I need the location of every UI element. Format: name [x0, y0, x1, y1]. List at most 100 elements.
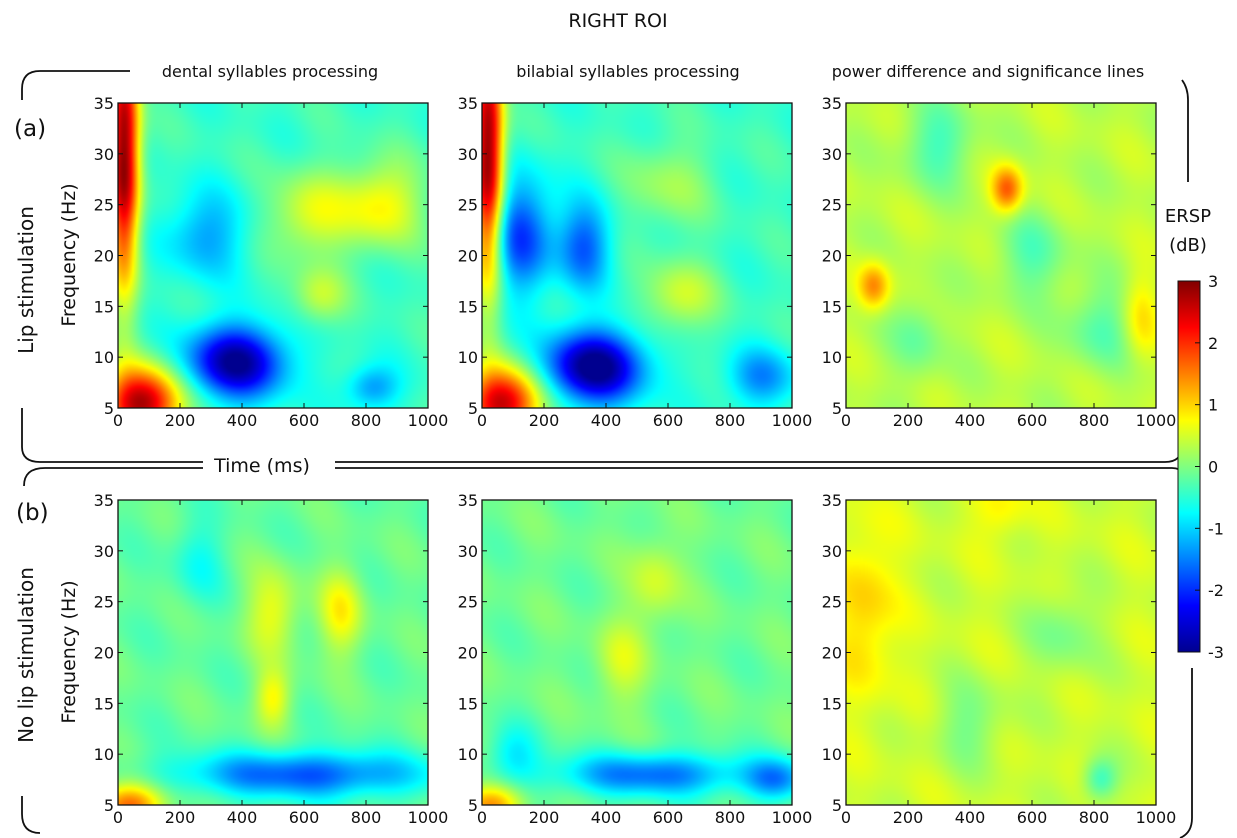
- x-tick-label: 800: [1079, 411, 1110, 430]
- x-tick-label: 600: [653, 808, 684, 827]
- column-title-difference: power difference and significance lines: [832, 62, 1144, 81]
- colorbar-ticks: 3 2 1 0 -1 -2 -3: [1195, 272, 1224, 662]
- y-tick-label: 15: [822, 297, 842, 316]
- y-tick-label: 20: [458, 644, 478, 663]
- colorbar-tick-label: 2: [1208, 334, 1218, 353]
- y-tick-label: 25: [822, 593, 842, 612]
- x-tick-label: 1000: [408, 411, 449, 430]
- x-tick-label: 0: [113, 411, 123, 430]
- colorbar-tick-label: 3: [1208, 272, 1218, 291]
- x-tick-label: 0: [113, 808, 123, 827]
- heatmap-panel-a-bilabial: 0 200 400 600 800 1000 5 10 15 20 25 30 35: [458, 94, 813, 430]
- heatmap-panel-b-difference: 0 200 400 600 800 1000 5 10 15 20 25 30 35: [822, 491, 1177, 827]
- y-tick-label: 35: [458, 94, 478, 113]
- colorbar-tick-label: 1: [1208, 396, 1218, 415]
- x-tick-label: 200: [893, 411, 924, 430]
- x-tick-label: 400: [591, 808, 622, 827]
- x-tick-label: 0: [841, 411, 851, 430]
- y-tick-label: 5: [832, 399, 842, 418]
- x-tick-label: 400: [227, 808, 258, 827]
- heatmap-image: [846, 103, 1156, 408]
- x-tick-label: 200: [893, 808, 924, 827]
- x-tick-label: 200: [529, 411, 560, 430]
- heatmap-image: [118, 500, 428, 805]
- x-tick-label: 800: [351, 808, 382, 827]
- x-tick-label: 800: [1079, 808, 1110, 827]
- y-tick-label: 30: [822, 145, 842, 164]
- y-tick-label: 25: [94, 593, 114, 612]
- x-tick-label: 600: [289, 808, 320, 827]
- heatmap-panel-b-dental: 0 200 400 600 800 1000 5 10 15 20 25 30 35: [94, 491, 449, 827]
- row-a-bracket-top: [21, 70, 130, 100]
- column-title-bilabial: bilabial syllables processing: [516, 62, 739, 81]
- y-tick-label: 10: [94, 348, 114, 367]
- y-tick-label: 5: [104, 796, 114, 815]
- y-tick-label: 30: [822, 542, 842, 561]
- heatmap-image: [482, 500, 792, 805]
- row-tag-a: (a): [14, 116, 46, 142]
- y-tick-label: 30: [458, 145, 478, 164]
- x-tick-label: 1000: [772, 411, 813, 430]
- y-tick-label: 20: [458, 247, 478, 266]
- y-tick-label: 10: [94, 745, 114, 764]
- x-tick-label: 400: [955, 808, 986, 827]
- x-tick-label: 800: [715, 808, 746, 827]
- row-label-no-lip: No lip stimulation: [14, 567, 38, 743]
- colorbar-tick-label: -3: [1208, 643, 1224, 662]
- y-tick-label: 25: [458, 196, 478, 215]
- row-b-bracket-top: [23, 467, 203, 487]
- heatmap-image: [846, 500, 1156, 805]
- y-tick-label: 15: [822, 694, 842, 713]
- y-tick-label: 5: [468, 796, 478, 815]
- x-tick-label: 200: [165, 808, 196, 827]
- y-tick-label: 35: [822, 94, 842, 113]
- y-tick-label: 35: [94, 491, 114, 510]
- x-tick-label: 200: [165, 411, 196, 430]
- column-title-dental: dental syllables processing: [162, 62, 378, 81]
- heatmap-image: [118, 103, 428, 408]
- y-tick-label: 15: [458, 297, 478, 316]
- y-tick-label: 30: [94, 145, 114, 164]
- heatmap-panel-a-dental: 0 200 400 600 800 1000 5 10 15 20 25 30 35: [94, 94, 449, 430]
- y-tick-label: 10: [822, 348, 842, 367]
- x-tick-label: 1000: [1136, 808, 1177, 827]
- x-tick-label: 800: [715, 411, 746, 430]
- y-tick-label: 20: [94, 644, 114, 663]
- row-a-bracket-side: [21, 408, 203, 463]
- heatmap-panel-b-bilabial: 0 200 400 600 800 1000 5 10 15 20 25 30 35: [458, 491, 813, 827]
- colorbar-unit: (dB): [1169, 235, 1207, 256]
- colorbar-tick-label: -1: [1208, 519, 1224, 538]
- x-tick-label: 600: [1017, 411, 1048, 430]
- row-label-lip: Lip stimulation: [14, 206, 38, 354]
- colorbar-tick-label: 0: [1208, 458, 1218, 477]
- y-tick-label: 20: [94, 247, 114, 266]
- y-tick-label: 5: [832, 796, 842, 815]
- x-tick-label: 200: [529, 808, 560, 827]
- x-tick-label: 1000: [1136, 411, 1177, 430]
- y-tick-label: 35: [458, 491, 478, 510]
- y-tick-label: 35: [822, 491, 842, 510]
- x-axis-label: Time (ms): [213, 455, 310, 477]
- figure-title: RIGHT ROI: [568, 10, 667, 32]
- heatmap-panel-a-difference: 0 200 400 600 800 1000 5 10 15 20 25 30 35: [822, 94, 1177, 430]
- y-tick-label: 20: [822, 644, 842, 663]
- y-tick-label: 20: [822, 247, 842, 266]
- y-tick-label: 5: [468, 399, 478, 418]
- x-tick-label: 0: [841, 808, 851, 827]
- x-tick-label: 0: [477, 808, 487, 827]
- row-a-bracket-right-top: [1181, 79, 1189, 182]
- row-b-bracket-right: [1179, 668, 1193, 838]
- y-tick-label: 15: [94, 694, 114, 713]
- y-axis-label-row-b: Frequency (Hz): [58, 580, 80, 723]
- colorbar-tick-label: -2: [1208, 581, 1224, 600]
- y-tick-label: 10: [822, 745, 842, 764]
- y-tick-label: 15: [458, 694, 478, 713]
- y-tick-label: 5: [104, 399, 114, 418]
- x-tick-label: 600: [1017, 808, 1048, 827]
- x-tick-label: 800: [351, 411, 382, 430]
- y-tick-label: 10: [458, 348, 478, 367]
- x-tick-label: 400: [955, 411, 986, 430]
- row-b-bracket-side: [21, 796, 41, 834]
